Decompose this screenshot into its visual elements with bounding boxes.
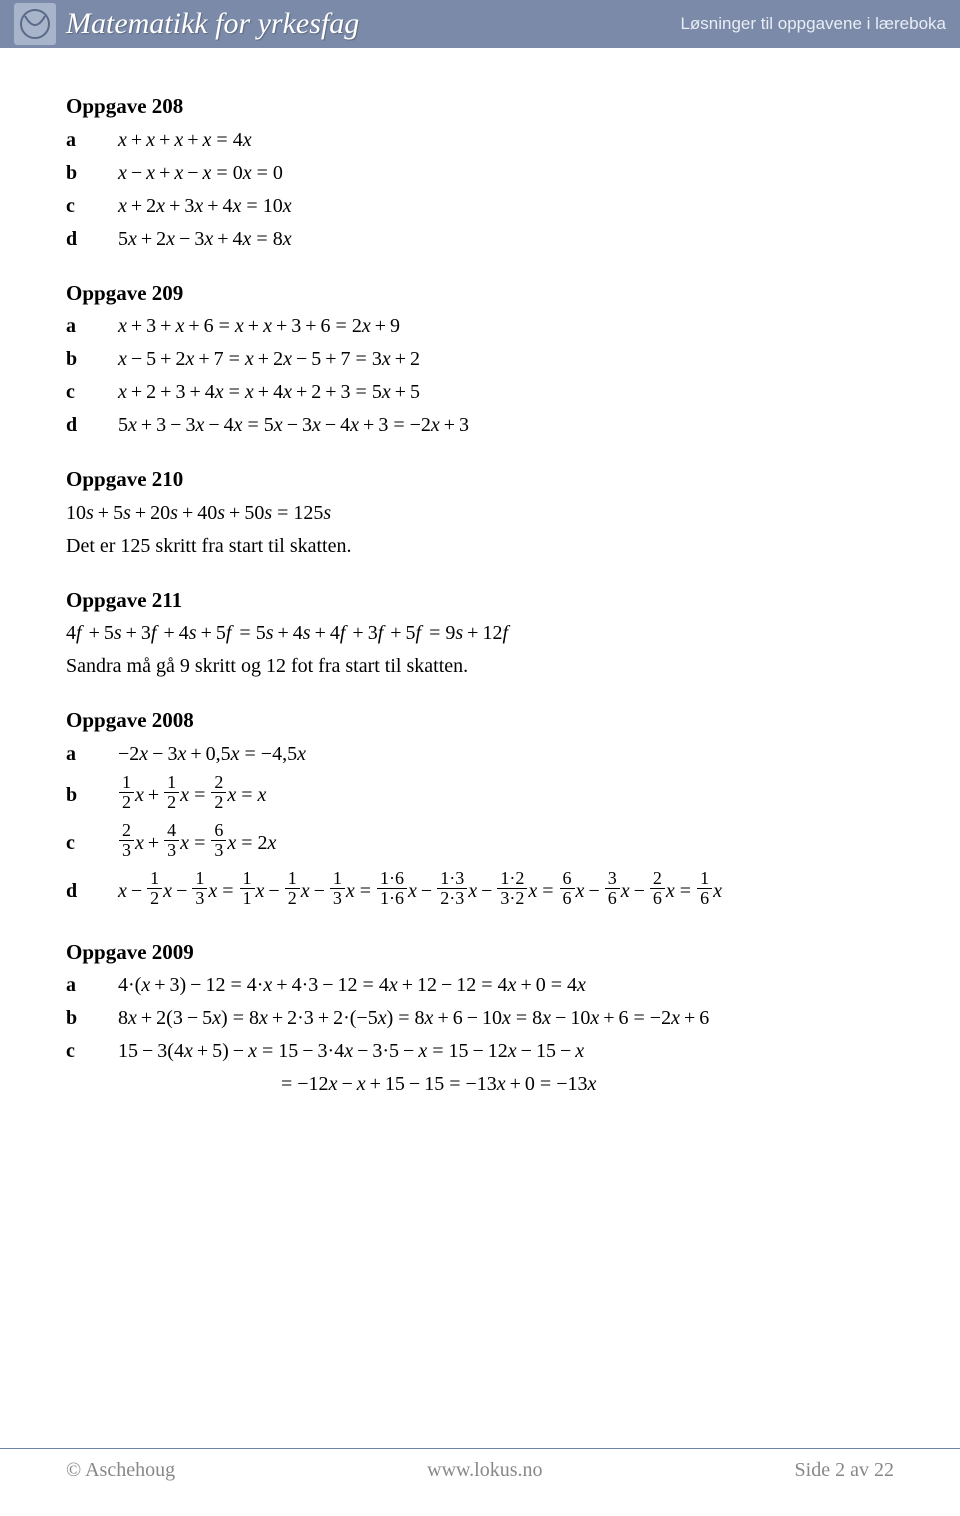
oppgave2008-c: c 23x+ 43x= 63x=2x	[66, 820, 894, 866]
heading-oppgave-208: Oppgave 208	[66, 90, 894, 123]
heading-oppgave-210: Oppgave 210	[66, 463, 894, 496]
header-title: Matematikk for yrkesfag	[66, 7, 680, 41]
oppgave209-b: bx−5+2x+7=x+2x−5+7=3x+2	[66, 344, 894, 375]
oppgave2008-b: b 12x+ 12x= 22x=x	[66, 772, 894, 818]
footer-page-number: Side 2 av 22	[795, 1459, 894, 1482]
document-body: Oppgave 208 ax+x+x+x=4x bx−x+x−x=0x=0 cx…	[0, 48, 960, 1100]
oppgave209-d: d5x+3−3x−4x=5x−3x−4x+3=−2x+3	[66, 410, 894, 441]
page-footer: © Aschehoug www.lokus.no Side 2 av 22	[0, 1448, 960, 1516]
oppgave208-c: cx+2x+3x+4x=10x	[66, 191, 894, 222]
oppgave208-a: ax+x+x+x=4x	[66, 125, 894, 156]
oppgave2009-a: a4·(x+3)−12=4·x+4·3−12=4x+12−12=4x+0=4x	[66, 970, 894, 1001]
oppgave208-d: d5x+2x−3x+4x=8x	[66, 224, 894, 255]
oppgave209-c: cx+2+3+4x=x+4x+2+3=5x+5	[66, 377, 894, 408]
heading-oppgave-2009: Oppgave 2009	[66, 936, 894, 969]
footer-copyright: © Aschehoug	[66, 1459, 175, 1482]
oppgave210-text: Det er 125 skritt fra start til skatten.	[66, 531, 894, 562]
page-header: Matematikk for yrkesfag Løsninger til op…	[0, 0, 960, 48]
oppgave2008-d: d x− 12x− 13x= 11x− 12x− 13x= 1·61·6x− 1…	[66, 868, 894, 914]
oppgave2008-a: a−2x−3x+0,5x=−4,5x	[66, 739, 894, 770]
header-logo	[14, 3, 56, 45]
footer-url: www.lokus.no	[427, 1459, 542, 1482]
oppgave210-eq: 10s+5s+20s+40s+50s=125s	[66, 498, 894, 529]
oppgave211-eq: 4f+5s+3f+4s+5f=5s+4s+4f+3f+5f=9s+12f	[66, 618, 894, 649]
oppgave209-a: ax+3+x+6=x+x+3+6=2x+9	[66, 311, 894, 342]
oppgave2009-b: b8x+2(3−5x)=8x+2·3+2·(−5x)=8x+6−10x=8x−1…	[66, 1003, 894, 1034]
heading-oppgave-211: Oppgave 211	[66, 584, 894, 617]
oppgave211-text: Sandra må gå 9 skritt og 12 fot fra star…	[66, 651, 894, 682]
oppgave2009-c-line1: c15−3(4x+5)−x=15−3·4x−3·5−x=15−12x−15−x	[66, 1036, 894, 1067]
heading-oppgave-2008: Oppgave 2008	[66, 704, 894, 737]
oppgave208-b: bx−x+x−x=0x=0	[66, 158, 894, 189]
oppgave2009-c-line2: =−12x−x+15−15=−13x+0=−13x	[66, 1069, 894, 1100]
header-subtitle: Løsninger til oppgavene i læreboka	[680, 14, 946, 34]
heading-oppgave-209: Oppgave 209	[66, 277, 894, 310]
